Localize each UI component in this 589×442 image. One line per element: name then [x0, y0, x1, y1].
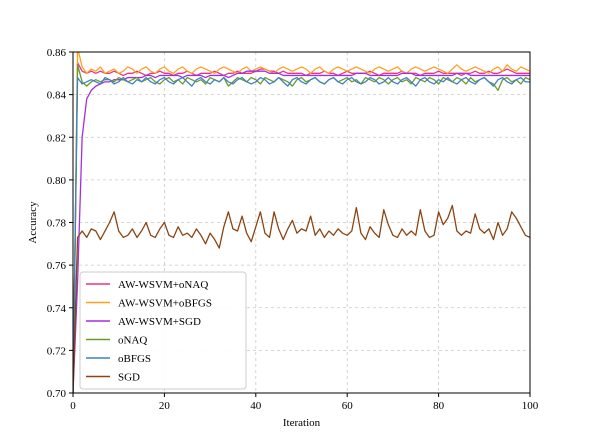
y-tick-label: 0.86: [47, 47, 67, 59]
x-tick-label: 80: [433, 400, 445, 412]
legend-label: AW-WSVM+oNAQ: [118, 279, 208, 291]
x-tick-label: 0: [70, 400, 76, 412]
axis-ticks: 0 20 40 60 80 100 0.70 0.72 0.74 0.76 0.78 0.80 0.82…: [47, 47, 539, 412]
x-tick-label: 20: [159, 400, 171, 412]
series-line-aw-wsvm-obfgs: [73, 52, 530, 393]
legend-label: oNAQ: [118, 335, 147, 347]
legend-box: [79, 271, 247, 390]
series-line-obfgs: [73, 76, 530, 393]
legend-label: SGD: [118, 372, 140, 384]
series-line-aw-wsvm-onaq: [73, 62, 530, 393]
y-tick-label: 0.72: [47, 345, 66, 357]
x-axis-label: Iteration: [283, 417, 321, 429]
series-line-onaq: [73, 64, 530, 393]
grid-lines: [72, 51, 531, 394]
series-line-sgd: [73, 204, 530, 393]
y-tick-label: 0.84: [47, 90, 67, 102]
y-axis-label: Accuracy: [27, 201, 39, 244]
series-line-aw-wsvm-sgd: [73, 70, 530, 393]
y-tick-label: 0.76: [47, 260, 67, 272]
legend-label: AW-WSVM+SGD: [118, 316, 201, 328]
y-tick-label: 0.70: [47, 388, 67, 400]
data-series: [73, 52, 530, 393]
y-tick-label: 0.80: [47, 175, 67, 187]
y-tick-label: 0.82: [47, 132, 66, 144]
x-tick-label: 60: [342, 400, 354, 412]
y-tick-label: 0.74: [47, 303, 67, 315]
y-tick-label: 0.78: [47, 218, 67, 230]
x-tick-label: 100: [522, 400, 539, 412]
legend-label: oBFGS: [118, 353, 151, 365]
legend-label: AW-WSVM+oBFGS: [118, 298, 212, 310]
x-tick-label: 40: [250, 400, 262, 412]
legend: AW-WSVM+oNAQ AW-WSVM+oBFGS AW-WSVM+SGD oNAQ…: [79, 271, 247, 390]
